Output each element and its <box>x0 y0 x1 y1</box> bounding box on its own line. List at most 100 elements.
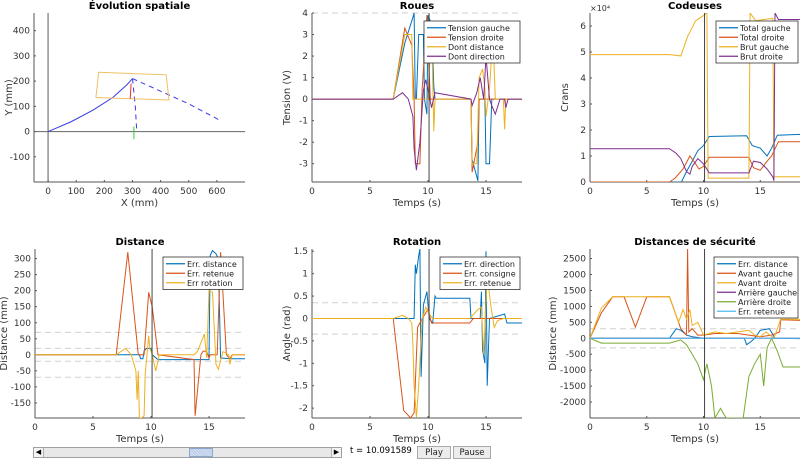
x-tick-label: 0 <box>587 187 593 197</box>
y-tick-label: 0 <box>302 314 308 324</box>
series-line-avant-gauche <box>590 249 800 339</box>
y-tick-label: 0 <box>25 351 31 361</box>
y-tick-label: -100 <box>11 383 32 393</box>
y-tick-label: 1.5 <box>294 247 308 257</box>
y-tick-label: 200 <box>14 287 31 297</box>
x-axis-label: Temps (s) <box>670 434 719 445</box>
chart-title: Roues <box>400 1 434 12</box>
legend-entry: Err. consigne <box>464 269 516 278</box>
series-line-trajectoire <box>47 78 133 133</box>
y-tick-label: 0 <box>580 334 586 344</box>
x-tick-label: 10 <box>422 423 434 433</box>
legend-entry: Err. retenue <box>187 269 234 278</box>
series-line-dir-red <box>129 83 132 99</box>
y-tick-label: -500 <box>566 350 587 360</box>
play-button[interactable]: Play <box>417 446 451 459</box>
y-tick-label: -150 <box>11 399 32 409</box>
y-tick-label: -2000 <box>560 398 586 408</box>
legend-entry: Avant droite <box>738 279 787 288</box>
slider-right-arrow-icon[interactable]: ▶ <box>331 448 341 457</box>
legend-entry: Err. direction <box>464 260 515 269</box>
series-group <box>47 71 220 140</box>
legend-entry: Brut droite <box>740 52 783 61</box>
series-line-brut-gauche <box>590 13 800 179</box>
legend-entry: Err. distance <box>738 260 788 269</box>
x-tick-label: 0 <box>32 423 38 433</box>
series-line-avant-droite <box>590 296 800 340</box>
y-tick-label: 100 <box>14 319 31 329</box>
x-tick-label: 200 <box>96 187 113 197</box>
x-axis-label: Temps (s) <box>115 434 164 445</box>
x-tick-label: 15 <box>480 423 491 433</box>
series-line-err-distance <box>590 328 800 346</box>
y-tick-label: -2 <box>299 404 308 414</box>
x-tick-label: 10 <box>422 187 434 197</box>
y-tick-label: -0.5 <box>290 337 308 347</box>
y-tick-label: 300 <box>13 52 30 62</box>
slider-left-arrow-icon[interactable]: ◀ <box>34 448 44 457</box>
y-tick-label: -1 <box>299 117 308 127</box>
legend-entry: Dont direction <box>448 52 505 61</box>
x-tick-label: 500 <box>180 187 197 197</box>
slider-thumb[interactable] <box>188 448 213 457</box>
series-group <box>312 249 522 418</box>
pause-button[interactable]: Pause <box>453 446 491 459</box>
series-line-err-consigne <box>312 308 522 418</box>
y-tick-label: 1000 <box>563 302 586 312</box>
series-group <box>590 13 800 182</box>
time-slider[interactable]: ◀ ▶ <box>33 447 342 458</box>
y-tick-label: -1000 <box>560 366 586 376</box>
y-axis-label: Distance (mm) <box>0 296 10 370</box>
y-tick-label: -3 <box>299 160 308 170</box>
x-tick-label: 400 <box>152 187 169 197</box>
series-line-dont-distance <box>312 23 522 165</box>
y-tick-label: -100 <box>10 153 31 163</box>
y-tick-label: 500 <box>569 318 586 328</box>
series-line-total-droite <box>590 141 800 182</box>
y-tick-label: 1 <box>302 74 308 84</box>
y-tick-label: 2000 <box>563 271 586 281</box>
y-axis-label: Y (mm) <box>4 79 15 117</box>
legend-entry: Total droite <box>739 33 785 42</box>
legend-entry: Err. retenue <box>738 307 785 316</box>
series-group <box>312 13 522 182</box>
series-line-err-retenue <box>35 252 245 416</box>
legend-entry: Err. distance <box>187 260 237 269</box>
y-tick-label: 2500 <box>563 255 586 265</box>
legend-entry: Arrière gauche <box>738 287 797 297</box>
chart-title: Évolution spatiale <box>89 0 191 12</box>
series-line-arri-re-droite <box>590 337 800 418</box>
y-tick-label: 2 <box>580 126 586 136</box>
y-tick-label: 4 <box>302 9 308 19</box>
y-tick-label: -1 <box>299 359 308 369</box>
chart-codeuses: 0 5 10 15 0 1 2 3 4 5 6 Codeuses Temps (s) Crans ×10⁴ T… <box>560 1 800 209</box>
y-tick-label: 0 <box>302 95 308 105</box>
series-line-dont-direction <box>312 56 522 171</box>
chart-roues: 0 5 10 15 -3 -2 -1 0 1 2 3 4 Roues Temps (s) Tension (… <box>282 1 522 209</box>
y-tick-label: 400 <box>13 27 30 37</box>
y-axis-label: Crans <box>560 83 571 112</box>
series-line-err-direction <box>312 249 522 386</box>
series-line-err-retenue <box>312 273 522 418</box>
chart-title: Codeuses <box>668 1 722 12</box>
chart-distance: 0 5 10 15 -150 -100 -50 0 50 100 150 200 250 300 Dista… <box>0 237 245 445</box>
x-tick-label: 15 <box>755 187 766 197</box>
x-axis-label: Temps (s) <box>392 198 441 209</box>
y-tick-label: 300 <box>14 255 31 265</box>
x-axis-label: Temps (s) <box>392 434 441 445</box>
series-line-err-rotation <box>35 289 245 418</box>
y-tick-label: 4 <box>580 74 586 84</box>
y-tick-label: 150 <box>14 303 31 313</box>
legend-entry: Tension gauche <box>447 24 510 33</box>
legend-entry: Avant gauche <box>738 269 793 278</box>
y-tick-label: 0 <box>24 128 30 138</box>
y-tick-label: 6 <box>580 22 586 32</box>
time-label: t = 10.091589 <box>350 446 412 456</box>
legend-entry: Tension droite <box>447 33 504 42</box>
y-tick-label: 250 <box>14 271 31 281</box>
y-tick-label: 100 <box>13 102 30 112</box>
x-tick-label: 0 <box>309 423 315 433</box>
y-tick-label: 5 <box>580 48 586 58</box>
exponent-label: ×10⁴ <box>590 4 610 13</box>
x-tick-label: 15 <box>480 187 491 197</box>
